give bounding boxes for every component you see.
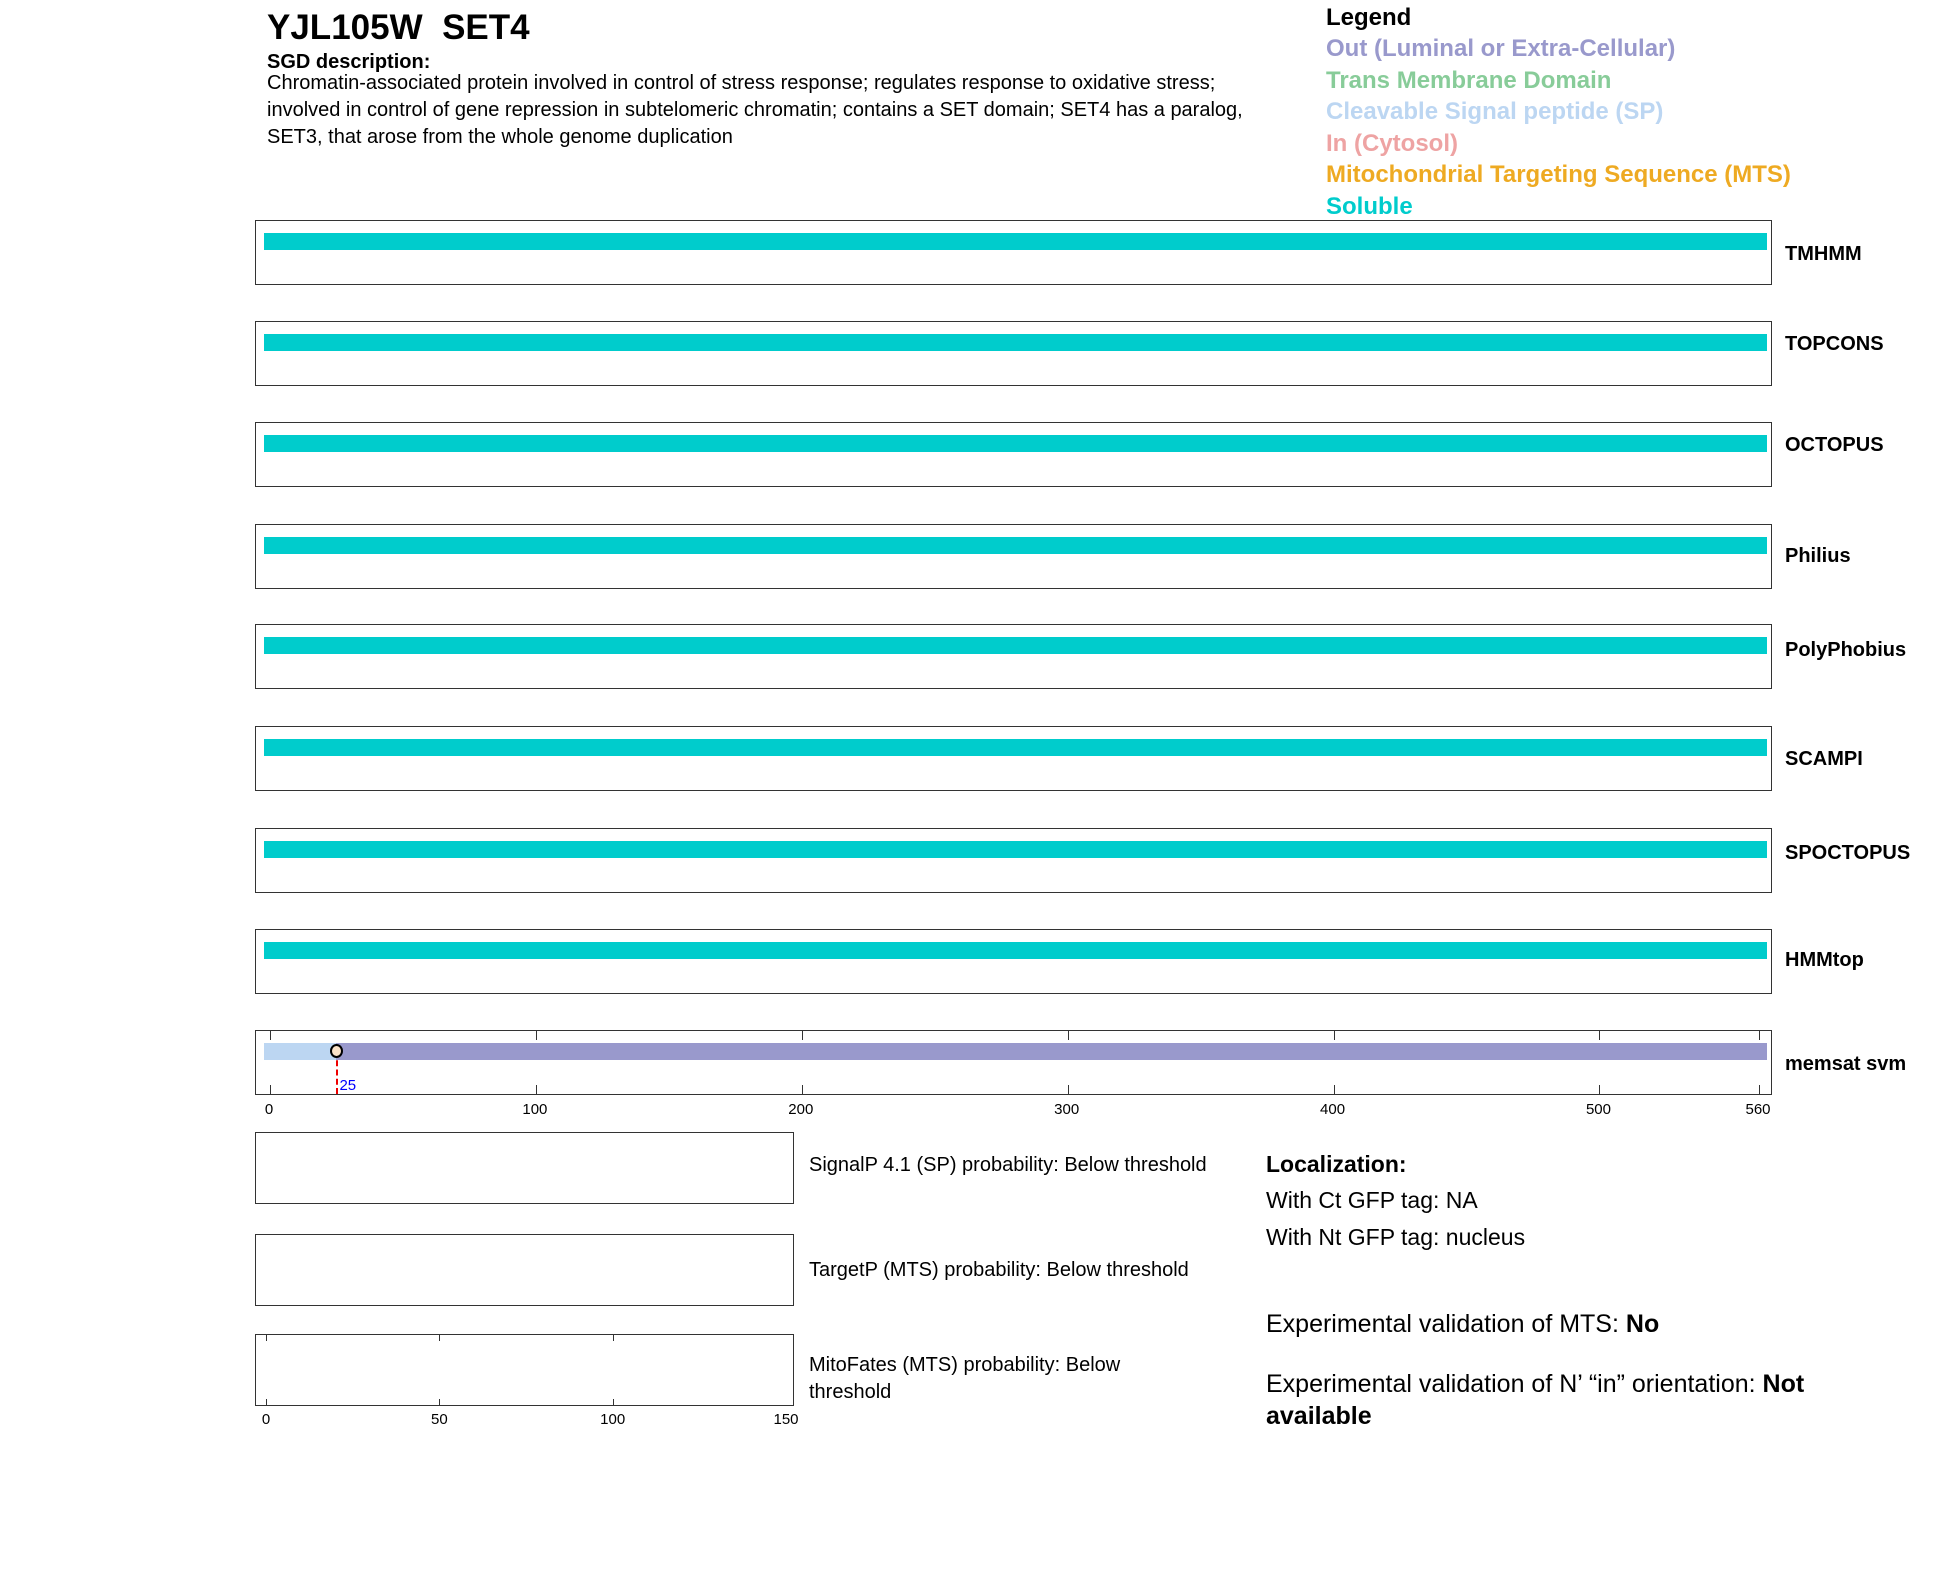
segment-bar — [264, 739, 1767, 756]
legend-item: In (Cytosol) — [1326, 129, 1458, 157]
segment-bar — [336, 1043, 1767, 1060]
axis-tick — [266, 1335, 267, 1341]
legend-title: Legend — [1326, 4, 1412, 31]
axis-tick — [1599, 1031, 1601, 1040]
localization-ct: With Ct GFP tag: NA — [1266, 1187, 1478, 1213]
axis-tick — [612, 1335, 614, 1341]
axis-tick — [1333, 1031, 1335, 1040]
axis-tick — [266, 1399, 267, 1405]
x-tick-label: 560 — [1745, 1101, 1771, 1118]
x-tick-label: 300 — [1054, 1101, 1080, 1118]
x-tick-label: 0 — [264, 1101, 274, 1118]
mts-validation: Experimental validation of MTS: No — [1266, 1308, 1866, 1340]
legend-item: Cleavable Signal peptide (SP) — [1326, 98, 1664, 125]
x-tick-label: 50 — [430, 1411, 448, 1428]
track-label: TMHMM — [1785, 243, 1862, 265]
axis-tick — [439, 1399, 441, 1405]
axis-tick — [612, 1399, 614, 1405]
marker-line — [336, 1051, 339, 1094]
marker-label: 25 — [339, 1077, 357, 1094]
localization-nt: With Nt GFP tag: nucleus — [1266, 1224, 1526, 1250]
track-topcons — [255, 321, 1772, 386]
nin-validation: Experimental validation of N’ “in” orien… — [1266, 1368, 1846, 1432]
nin-validation-label: Experimental validation of N’ “in” orien… — [1266, 1370, 1763, 1398]
description-heading: SGD description: — [267, 51, 431, 73]
track-memsat-svm: 25 — [255, 1030, 1772, 1095]
track-polyphobius — [255, 624, 1772, 689]
segment-bar — [264, 942, 1767, 959]
axis-tick — [1067, 1031, 1069, 1040]
axis-tick — [439, 1335, 441, 1341]
track-scampi — [255, 726, 1772, 791]
axis-tick — [270, 1085, 271, 1094]
track-philius — [255, 524, 1772, 589]
track-label: PolyPhobius — [1785, 639, 1907, 661]
legend-item: Out (Luminal or Extra-Cellular) — [1326, 35, 1676, 62]
segment-bar — [264, 334, 1767, 351]
segment-bar — [264, 233, 1767, 250]
track-hmmtop — [255, 929, 1772, 994]
legend-item: Soluble — [1326, 192, 1413, 220]
marker-circle — [330, 1044, 344, 1058]
axis-tick — [1599, 1085, 1601, 1094]
mts-validation-label: Experimental validation of MTS: — [1266, 1310, 1626, 1338]
x-tick-label: 500 — [1585, 1101, 1611, 1118]
legend-item: Trans Membrane Domain — [1326, 66, 1612, 94]
axis-tick — [535, 1031, 537, 1040]
axis-tick — [1333, 1085, 1335, 1094]
x-tick-label: 200 — [788, 1101, 814, 1118]
track-spoctopus — [255, 828, 1772, 893]
legend: Legend Out (Luminal or Extra-Cellular) Tr… — [1326, 4, 1791, 224]
axis-tick — [801, 1031, 803, 1040]
track-octopus — [255, 422, 1772, 487]
segment-bar — [264, 637, 1767, 654]
targetp-text: TargetP (MTS) probability: Below thresho… — [809, 1259, 1189, 1281]
segment-bar — [264, 841, 1767, 858]
track-label: HMMtop — [1785, 949, 1864, 971]
track-tmhmm — [255, 220, 1772, 285]
mitofates-text: MitoFates (MTS) probability: Below thres… — [809, 1354, 1121, 1403]
segment-bar — [264, 1043, 337, 1060]
axis-tick — [535, 1085, 537, 1094]
axis-tick — [1759, 1031, 1760, 1040]
axis-tick — [270, 1031, 271, 1040]
x-tick-label: 150 — [773, 1411, 799, 1428]
mitofates-plot — [255, 1334, 794, 1406]
targetp-plot — [255, 1234, 794, 1306]
legend-item: Mitochondrial Targeting Sequence (MTS) — [1326, 161, 1791, 188]
x-tick-label: 100 — [522, 1101, 548, 1118]
x-tick-label: 100 — [600, 1411, 626, 1428]
x-tick-label: 400 — [1320, 1101, 1346, 1118]
signalp-text: SignalP 4.1 (SP) probability: Below thre… — [809, 1154, 1207, 1176]
track-label: Philius — [1785, 545, 1851, 567]
x-tick-label: 0 — [261, 1411, 271, 1428]
track-label: memsat svm — [1785, 1053, 1907, 1075]
segment-bar — [264, 537, 1767, 554]
mts-validation-value: No — [1625, 1310, 1660, 1338]
axis-tick — [801, 1085, 803, 1094]
segment-bar — [264, 435, 1767, 452]
axis-tick — [1759, 1085, 1760, 1094]
page-title: YJL105W SET4 — [267, 8, 530, 47]
description-text: Chromatin-associated protein involved in… — [267, 72, 1243, 148]
track-label: TOPCONS — [1785, 333, 1884, 355]
signalp-plot — [255, 1132, 794, 1204]
localization-heading: Localization: — [1266, 1151, 1407, 1177]
track-label: OCTOPUS — [1785, 434, 1884, 456]
track-label: SCAMPI — [1785, 748, 1863, 770]
track-label: SPOCTOPUS — [1785, 842, 1911, 864]
axis-tick — [1067, 1085, 1069, 1094]
nin-validation-value: Not available — [1266, 1370, 1805, 1430]
